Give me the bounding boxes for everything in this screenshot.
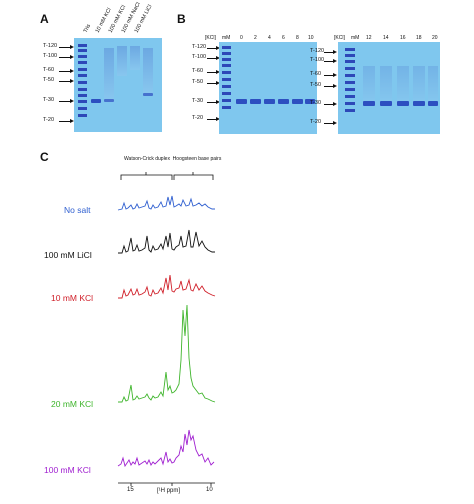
gel-b1-header-kcl: [KCl] bbox=[205, 35, 216, 41]
gel-b2-header-mm: mM bbox=[351, 35, 360, 41]
ladder-arrow-icon bbox=[207, 46, 220, 50]
gel-b1-ladder-label: T-20 bbox=[192, 115, 204, 121]
trace-label-10-kcl: 10 mM KCl bbox=[51, 293, 94, 303]
gel-a-ladder-label: T-20 bbox=[43, 117, 55, 123]
nmr-trace-10-kcl bbox=[118, 274, 216, 299]
gel-b1-lane-header: 8 bbox=[296, 35, 299, 41]
hoogsteen-bracket-label: Hoogsteen base pairs bbox=[172, 156, 222, 162]
gel-b2-lane-header: 12 bbox=[366, 35, 372, 41]
gel-b2-ladder-label: T-50 bbox=[310, 82, 322, 88]
nmr-tick-label-15: 15 bbox=[127, 487, 134, 493]
ladder-arrow-icon bbox=[59, 55, 74, 59]
panel-label-a: A bbox=[40, 12, 49, 26]
gel-b2-lane-header: 16 bbox=[400, 35, 406, 41]
ladder-arrow-icon bbox=[207, 100, 220, 104]
gel-b2-ladder-label: T-20 bbox=[310, 119, 322, 125]
gel-a-ladder-label: T-60 bbox=[43, 67, 55, 73]
gel-a-image bbox=[74, 38, 162, 132]
trace-label-20-kcl: 20 mM KCl bbox=[51, 399, 94, 409]
gel-b2-lane-header: 14 bbox=[383, 35, 389, 41]
gel-b1-ladder-label: T-100 bbox=[192, 54, 207, 60]
gel-a-ladder-label: T-30 bbox=[43, 97, 55, 103]
ladder-arrow-icon bbox=[207, 117, 220, 121]
gel-b2-lane-header: 18 bbox=[416, 35, 422, 41]
watson-crick-bracket bbox=[120, 172, 173, 180]
nmr-trace-100-kcl bbox=[117, 429, 215, 468]
panel-label-b: B bbox=[177, 12, 186, 26]
ladder-arrow-icon bbox=[59, 79, 74, 83]
gel-b2-ladder-label: T-120 bbox=[310, 48, 325, 54]
ladder-arrow-icon bbox=[324, 84, 337, 88]
gel-b1-ladder-label: T-50 bbox=[192, 79, 204, 85]
watson-crick-bracket-label: Watson-Crick duplex bbox=[124, 156, 170, 162]
gel-b2-ladder-label: T-60 bbox=[310, 71, 322, 77]
ladder-arrow-icon bbox=[59, 45, 74, 49]
ladder-arrow-icon bbox=[324, 121, 337, 125]
gel-b1-lane-header: 10 bbox=[308, 35, 314, 41]
gel-b1-ladder-label: T-60 bbox=[192, 68, 204, 74]
gel-b2-lane-header: 20 bbox=[432, 35, 438, 41]
ladder-arrow-icon bbox=[324, 59, 337, 63]
nmr-trace-licl bbox=[118, 229, 215, 254]
ladder-arrow-icon bbox=[207, 70, 220, 74]
gel-b1-ladder-label: T-120 bbox=[192, 44, 207, 50]
nmr-trace-20-kcl bbox=[118, 304, 216, 403]
trace-label-no-salt: No salt bbox=[64, 205, 91, 215]
gel-b1-lane-header: 4 bbox=[268, 35, 271, 41]
hoogsteen-bracket bbox=[173, 172, 214, 180]
ladder-arrow-icon bbox=[324, 102, 337, 106]
gel-b2-image bbox=[338, 42, 440, 134]
ladder-arrow-icon bbox=[207, 81, 220, 85]
gel-b2-ladder-label: T-30 bbox=[310, 100, 322, 106]
gel-a-ladder-label: T-50 bbox=[43, 77, 55, 83]
ladder-arrow-icon bbox=[59, 99, 74, 103]
gel-b2-ladder-label: T-100 bbox=[310, 57, 325, 63]
gel-b2-header-kcl: [KCl] bbox=[334, 35, 345, 41]
gel-b1-ladder-label: T-30 bbox=[192, 98, 204, 104]
gel-b1-image bbox=[219, 42, 317, 134]
gel-b1-header-mm: mM bbox=[222, 35, 231, 41]
nmr-tick-label-10: 10 bbox=[206, 487, 213, 493]
gel-a-ladder-label: T-120 bbox=[43, 43, 58, 49]
nmr-trace-no-salt bbox=[117, 195, 215, 211]
nmr-x-axis-label: [¹H ppm] bbox=[157, 488, 181, 494]
ladder-arrow-icon bbox=[59, 119, 74, 123]
ladder-arrow-icon bbox=[207, 56, 220, 60]
ladder-arrow-icon bbox=[324, 50, 337, 54]
gel-a-ladder-label: T-100 bbox=[43, 53, 58, 59]
ladder-arrow-icon bbox=[59, 69, 74, 73]
trace-label-licl: 100 mM LiCl bbox=[44, 250, 92, 260]
panel-label-c: C bbox=[40, 150, 49, 164]
ladder-arrow-icon bbox=[324, 73, 337, 77]
trace-label-100-kcl: 100 mM KCl bbox=[44, 465, 91, 475]
gel-b1-lane-header: 6 bbox=[282, 35, 285, 41]
gel-b1-lane-header: 0 bbox=[240, 35, 243, 41]
gel-b1-lane-header: 2 bbox=[254, 35, 257, 41]
